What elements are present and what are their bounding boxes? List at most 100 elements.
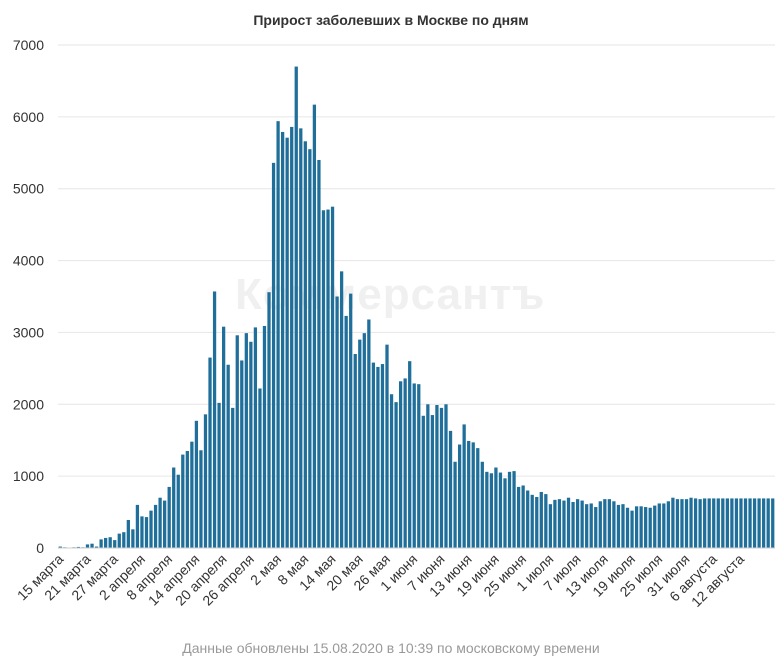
bar[interactable] <box>712 498 716 548</box>
bar[interactable] <box>90 543 94 548</box>
bar[interactable] <box>630 510 634 548</box>
bar[interactable] <box>476 448 480 548</box>
bar[interactable] <box>249 341 253 548</box>
bar[interactable] <box>85 544 90 548</box>
bar[interactable] <box>271 162 276 548</box>
bar[interactable] <box>485 471 489 548</box>
bar[interactable] <box>172 467 176 548</box>
bar[interactable] <box>530 494 534 548</box>
bar[interactable] <box>448 430 453 548</box>
bar[interactable] <box>730 498 734 548</box>
bar[interactable] <box>634 506 639 548</box>
bar[interactable] <box>648 507 652 548</box>
bar[interactable] <box>457 444 462 548</box>
bar[interactable] <box>421 415 425 548</box>
bar[interactable] <box>766 498 770 548</box>
bar[interactable] <box>330 206 335 548</box>
bar[interactable] <box>748 498 752 548</box>
bar[interactable] <box>176 474 180 548</box>
bar[interactable] <box>621 504 625 548</box>
bar[interactable] <box>385 344 389 548</box>
bar[interactable] <box>607 499 611 548</box>
bar[interactable] <box>417 384 421 548</box>
bar[interactable] <box>367 319 371 548</box>
bar[interactable] <box>335 296 339 549</box>
bar[interactable] <box>190 441 194 548</box>
bar[interactable] <box>734 498 739 548</box>
bar[interactable] <box>158 497 162 548</box>
bar[interactable] <box>222 326 226 548</box>
bar[interactable] <box>739 498 743 548</box>
bar[interactable] <box>589 503 593 548</box>
bar[interactable] <box>553 499 557 548</box>
bar[interactable] <box>253 327 258 548</box>
bar[interactable] <box>339 271 344 548</box>
bar[interactable] <box>444 404 448 548</box>
bar[interactable] <box>394 402 398 548</box>
bar[interactable] <box>762 498 766 548</box>
bar[interactable] <box>603 499 607 548</box>
bar[interactable] <box>707 498 711 548</box>
bar[interactable] <box>575 499 580 548</box>
bar[interactable] <box>653 505 657 548</box>
bar[interactable] <box>212 291 217 548</box>
bar[interactable] <box>362 333 366 548</box>
bar[interactable] <box>353 353 357 548</box>
bar[interactable] <box>281 131 285 548</box>
bar[interactable] <box>163 500 167 548</box>
bar[interactable] <box>671 497 675 548</box>
bar[interactable] <box>167 486 171 548</box>
bar[interactable] <box>398 381 403 548</box>
bar[interactable] <box>562 500 566 548</box>
bar[interactable] <box>58 546 62 548</box>
bar[interactable] <box>117 533 121 548</box>
bar[interactable] <box>185 450 189 548</box>
bar[interactable] <box>240 360 244 548</box>
bar[interactable] <box>426 404 430 548</box>
bar[interactable] <box>144 517 149 548</box>
bar[interactable] <box>126 519 130 548</box>
bar[interactable] <box>326 209 330 549</box>
bar[interactable] <box>585 504 589 548</box>
bar[interactable] <box>480 461 484 548</box>
bar[interactable] <box>512 471 516 548</box>
bar[interactable] <box>153 504 158 548</box>
bar[interactable] <box>267 292 271 548</box>
bar[interactable] <box>122 532 126 548</box>
bar[interactable] <box>108 537 112 548</box>
bar[interactable] <box>435 405 439 548</box>
bar[interactable] <box>462 424 466 548</box>
bar[interactable] <box>498 472 503 548</box>
bar[interactable] <box>285 137 289 548</box>
bar[interactable] <box>203 414 208 548</box>
bar[interactable] <box>135 504 140 548</box>
bar[interactable] <box>684 499 689 548</box>
bar[interactable] <box>412 383 416 548</box>
bar[interactable] <box>471 442 475 548</box>
bar[interactable] <box>566 497 571 548</box>
bar[interactable] <box>294 66 298 548</box>
bar[interactable] <box>594 507 598 548</box>
bar[interactable] <box>571 502 575 548</box>
bar[interactable] <box>380 364 385 548</box>
bar[interactable] <box>99 539 103 548</box>
bar[interactable] <box>644 507 648 548</box>
bar[interactable] <box>598 501 602 548</box>
bar[interactable] <box>657 503 661 548</box>
bar[interactable] <box>625 507 630 548</box>
bar[interactable] <box>376 366 380 548</box>
bar[interactable] <box>140 516 144 548</box>
bar[interactable] <box>662 503 666 548</box>
bar[interactable] <box>231 407 235 548</box>
bar[interactable] <box>217 402 221 548</box>
bar[interactable] <box>639 506 643 548</box>
bar[interactable] <box>467 440 471 548</box>
bar[interactable] <box>131 529 135 548</box>
bar[interactable] <box>317 159 321 548</box>
bar[interactable] <box>703 498 707 548</box>
bar[interactable] <box>371 362 376 548</box>
bar[interactable] <box>507 471 512 548</box>
bar[interactable] <box>290 126 294 549</box>
bar[interactable] <box>616 504 621 548</box>
bar[interactable] <box>743 498 748 548</box>
